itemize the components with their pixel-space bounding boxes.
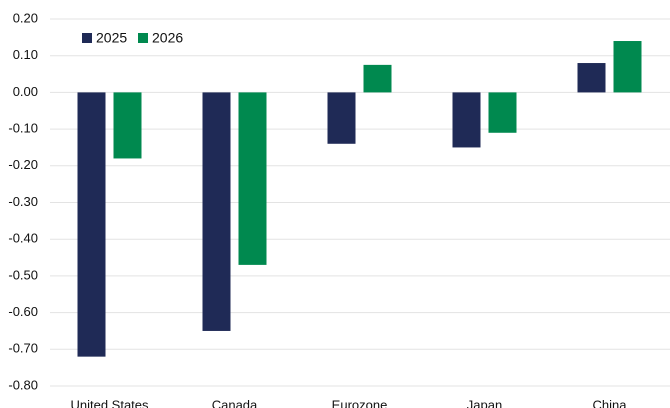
bar <box>613 41 642 93</box>
y-tick-label: 0.00 <box>13 84 38 99</box>
y-tick-label: -0.70 <box>8 341 38 356</box>
legend-swatch <box>82 33 92 43</box>
bar <box>202 92 231 331</box>
legend-label: 2026 <box>152 30 183 46</box>
y-tick-label: 0.20 <box>13 10 38 25</box>
x-tick-label: Canada <box>212 397 258 408</box>
x-tick-label: Japan <box>467 397 502 408</box>
bar <box>452 92 481 148</box>
y-tick-label: -0.20 <box>8 157 38 172</box>
y-tick-label: -0.80 <box>8 377 38 392</box>
x-tick-label: China <box>593 397 628 408</box>
legend-label: 2025 <box>96 30 127 46</box>
y-tick-label: -0.60 <box>8 304 38 319</box>
bar <box>327 92 356 144</box>
y-tick-label: -0.40 <box>8 231 38 246</box>
x-tick-label: United States <box>70 397 149 408</box>
bar <box>577 63 606 93</box>
bar <box>113 92 142 159</box>
y-tick-label: 0.10 <box>13 47 38 62</box>
y-tick-label: -0.30 <box>8 194 38 209</box>
legend-swatch <box>138 33 148 43</box>
y-tick-label: -0.50 <box>8 267 38 282</box>
bar <box>238 92 267 265</box>
bar <box>77 92 106 357</box>
bar <box>363 64 392 93</box>
x-tick-label: Eurozone <box>332 397 388 408</box>
bar <box>488 92 517 133</box>
y-tick-label: -0.10 <box>8 121 38 136</box>
